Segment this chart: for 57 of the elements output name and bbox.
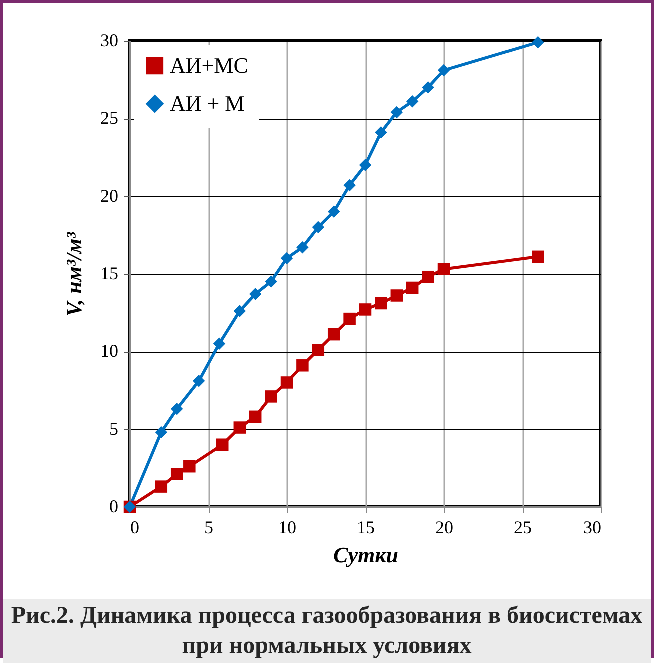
y-tick-label: 5 xyxy=(110,418,118,439)
y-tick-label: 20 xyxy=(100,186,118,206)
point xyxy=(213,338,226,350)
point xyxy=(359,159,372,172)
legend-label: АИ+МС xyxy=(170,53,248,78)
point xyxy=(375,126,388,139)
point xyxy=(184,460,196,473)
point xyxy=(265,276,278,288)
x-tick-label: 30 xyxy=(584,518,602,538)
x-tick-label: 0 xyxy=(130,518,140,538)
x-tick-label: 5 xyxy=(204,518,214,538)
y-axis-title: V, нм³/м³ xyxy=(62,232,86,317)
point xyxy=(359,304,372,316)
x-tick-label: 10 xyxy=(278,518,296,538)
point xyxy=(328,328,340,341)
point xyxy=(234,305,246,318)
point xyxy=(170,403,184,416)
y-tick-label: 15 xyxy=(100,264,118,284)
point xyxy=(249,288,262,300)
point xyxy=(216,438,229,451)
x-tick-label: 20 xyxy=(436,518,454,538)
point xyxy=(438,263,450,276)
point xyxy=(296,360,309,372)
point xyxy=(249,410,262,424)
point xyxy=(532,36,544,49)
point xyxy=(328,206,340,218)
point xyxy=(422,270,434,284)
point xyxy=(280,376,294,389)
point xyxy=(375,297,388,310)
text: Рис.2. Динамика процесса газообразования в биосистемах при нормальных условиях xyxy=(3,599,651,663)
legend-label: АИ + М xyxy=(170,91,245,116)
point xyxy=(344,179,356,192)
point xyxy=(390,290,404,302)
point xyxy=(155,426,168,439)
point xyxy=(406,282,419,294)
point xyxy=(280,252,294,265)
point xyxy=(438,64,450,77)
point xyxy=(155,480,168,493)
y-tick-label: 25 xyxy=(100,108,118,128)
x-tick-label: 25 xyxy=(514,518,532,538)
point xyxy=(532,250,544,264)
x-axis-title: Сутки xyxy=(334,542,398,568)
point xyxy=(312,221,325,234)
y-tick-label: 10 xyxy=(100,341,118,362)
y-tick-label: 0 xyxy=(110,496,118,516)
point xyxy=(170,468,184,481)
point xyxy=(296,241,309,254)
point xyxy=(192,375,206,388)
y-tick-label: 30 xyxy=(100,30,118,50)
point xyxy=(265,390,278,403)
point xyxy=(422,81,434,94)
point xyxy=(234,422,246,434)
point xyxy=(344,312,356,326)
point xyxy=(390,106,404,119)
x-tick-label: 15 xyxy=(357,518,375,538)
point xyxy=(406,95,419,108)
point xyxy=(312,344,325,356)
